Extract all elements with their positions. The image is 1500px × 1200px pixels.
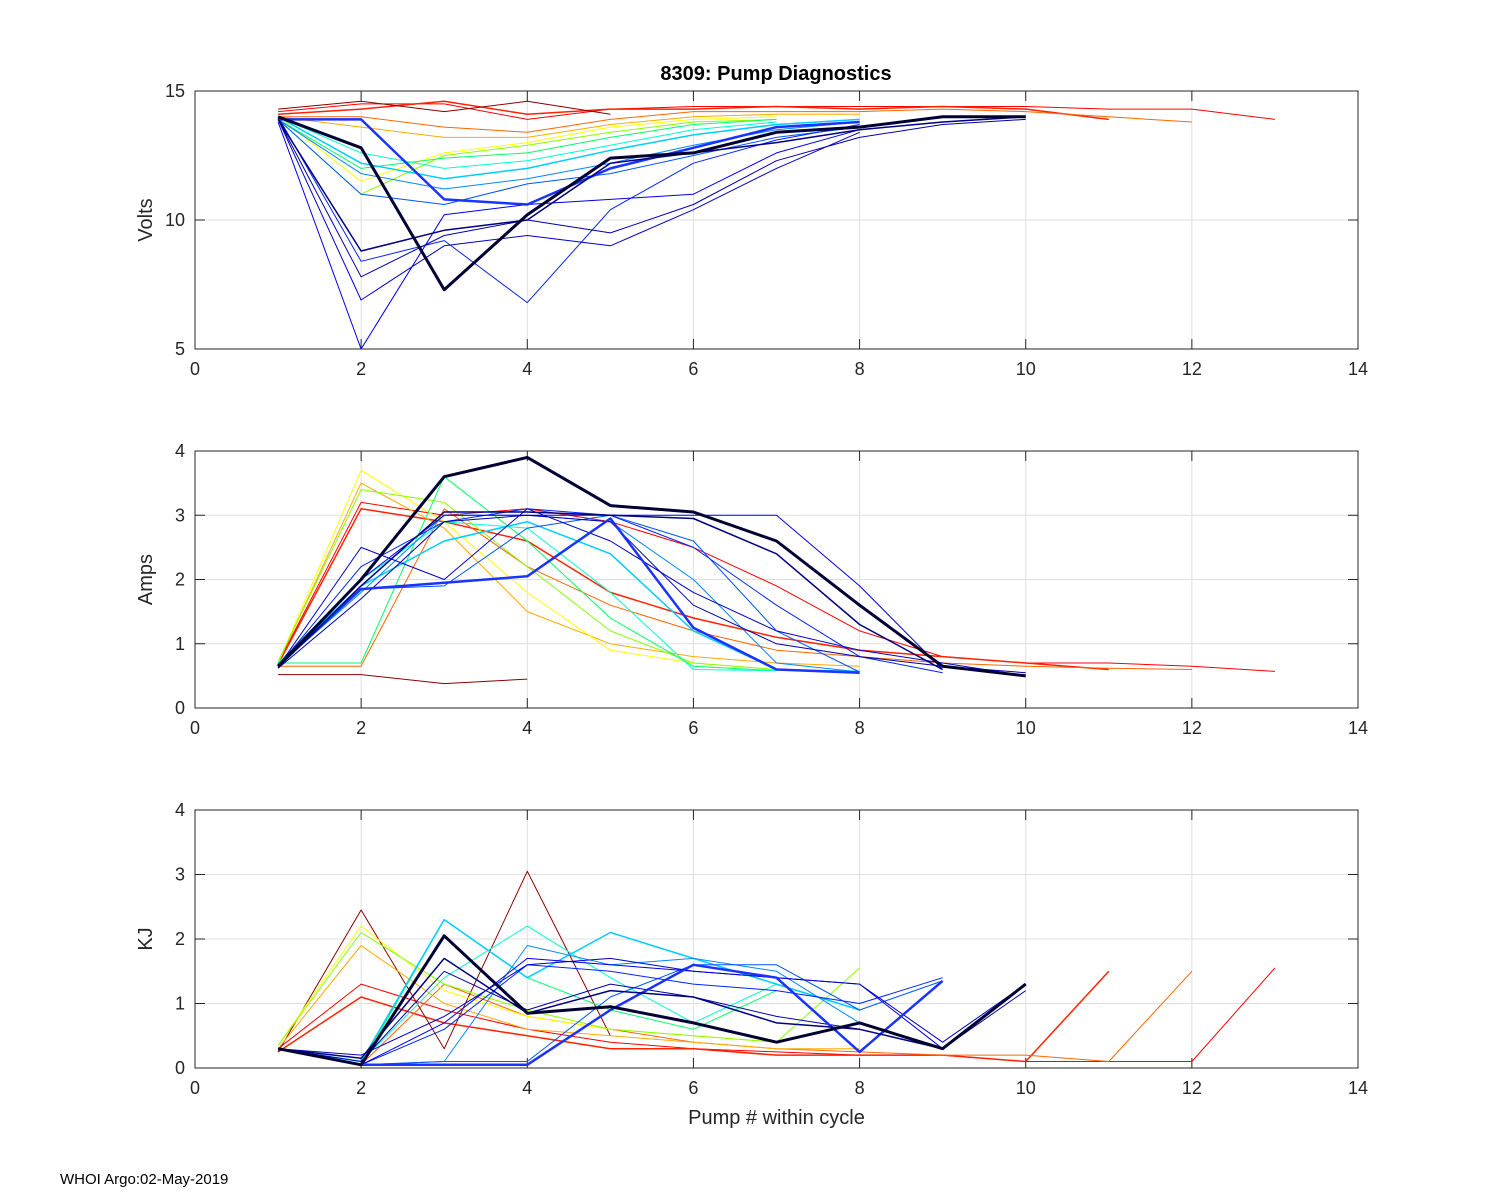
y-tick-label: 4 bbox=[175, 800, 185, 820]
x-axis-label: Pump # within cycle bbox=[688, 1107, 865, 1129]
x-tick-label: 2 bbox=[356, 718, 366, 738]
x-tick-label: 14 bbox=[1348, 359, 1368, 379]
axes-frame bbox=[194, 450, 1359, 709]
x-tick-label: 8 bbox=[855, 1078, 865, 1098]
y-tick-label: 15 bbox=[165, 81, 185, 101]
series-line-c4 bbox=[277, 870, 611, 1053]
series-group bbox=[277, 870, 1276, 1067]
axes-1: 0 2 4 6 8 10 12 14 5 10 15 Volts bbox=[135, 81, 1368, 379]
x-tick-label: 2 bbox=[356, 359, 366, 379]
series-line-c4 bbox=[278, 100, 611, 115]
x-tick-label: 6 bbox=[688, 1078, 698, 1098]
series-line-c18 bbox=[277, 116, 1026, 252]
series-line-c17 bbox=[277, 517, 860, 674]
x-tick-label: 12 bbox=[1182, 359, 1202, 379]
x-tick-label: 12 bbox=[1182, 718, 1202, 738]
series-line-c19 bbox=[277, 934, 1027, 1067]
y-tick-label: 3 bbox=[175, 865, 185, 885]
series-line-c13 bbox=[278, 964, 943, 1066]
series-line-c11 bbox=[277, 118, 860, 190]
series-line-c9 bbox=[277, 116, 777, 169]
y-tick-label: 2 bbox=[175, 570, 185, 590]
y-tick-label: 4 bbox=[175, 441, 185, 461]
x-tick-label: 4 bbox=[522, 718, 532, 738]
x-tick-label: 6 bbox=[688, 718, 698, 738]
figure-footer: WHOI Argo:02-May-2019 bbox=[60, 1171, 228, 1188]
series-line-c2 bbox=[277, 508, 1109, 671]
series-line-c12 bbox=[277, 119, 860, 205]
x-tick-label: 6 bbox=[688, 359, 698, 379]
series-line-c15 bbox=[278, 957, 1026, 1056]
x-tick-label: 14 bbox=[1348, 1078, 1368, 1098]
series-line-c16 bbox=[277, 118, 1026, 278]
y-axis-label: Volts bbox=[135, 198, 157, 241]
y-tick-label: 1 bbox=[175, 634, 185, 654]
series-line-c7 bbox=[277, 932, 860, 1046]
x-tick-label: 0 bbox=[190, 718, 200, 738]
y-tick-label: 5 bbox=[175, 339, 185, 359]
figure-title: 8309: Pump Diagnostics bbox=[660, 63, 891, 85]
axes-frame bbox=[194, 809, 1359, 1069]
series-line-c3 bbox=[278, 108, 1192, 133]
axes-frame bbox=[194, 90, 1359, 350]
series-line-c18 bbox=[278, 957, 1027, 1060]
series-group bbox=[277, 455, 1275, 685]
series-line-c2 bbox=[278, 100, 1109, 121]
series-line-c10 bbox=[277, 116, 860, 180]
x-tick-label: 4 bbox=[522, 359, 532, 379]
series-line-c2 bbox=[277, 970, 1110, 1063]
x-tick-label: 8 bbox=[855, 718, 865, 738]
x-tick-label: 0 bbox=[190, 1078, 200, 1098]
y-tick-label: 0 bbox=[175, 698, 185, 718]
x-tick-label: 4 bbox=[522, 1078, 532, 1098]
y-tick-label: 0 bbox=[175, 1058, 185, 1078]
series-line-c5 bbox=[277, 945, 860, 1050]
y-tick-label: 10 bbox=[165, 210, 185, 230]
x-tick-label: 10 bbox=[1016, 1078, 1036, 1098]
series-line-c18 bbox=[277, 511, 943, 671]
y-tick-label: 2 bbox=[175, 929, 185, 949]
y-axis-label: KJ bbox=[135, 927, 157, 950]
series-line-c8 bbox=[278, 476, 777, 672]
y-tick-label: 3 bbox=[175, 505, 185, 525]
series-line-c19 bbox=[277, 115, 1026, 292]
series-line-c7 bbox=[277, 489, 777, 670]
series-line-c14 bbox=[277, 121, 860, 349]
x-tick-label: 12 bbox=[1182, 1078, 1202, 1098]
x-tick-label: 8 bbox=[855, 359, 865, 379]
x-tick-label: 14 bbox=[1348, 718, 1368, 738]
series-line-c16 bbox=[277, 514, 1026, 674]
series-line-c5 bbox=[278, 113, 860, 138]
series-line-c15 bbox=[277, 508, 1026, 677]
series-line-c4 bbox=[278, 674, 528, 685]
series-line-c8 bbox=[277, 118, 777, 169]
x-tick-label: 10 bbox=[1016, 359, 1036, 379]
series-line-c19 bbox=[277, 455, 1026, 678]
x-tick-label: 0 bbox=[190, 359, 200, 379]
series-line-c15 bbox=[277, 119, 860, 301]
x-tick-label: 10 bbox=[1016, 718, 1036, 738]
series-line-c6 bbox=[277, 116, 777, 182]
x-tick-label: 2 bbox=[356, 1078, 366, 1098]
y-tick-label: 1 bbox=[175, 994, 185, 1014]
series-group bbox=[277, 100, 1275, 349]
y-axis-label: Amps bbox=[135, 554, 157, 605]
